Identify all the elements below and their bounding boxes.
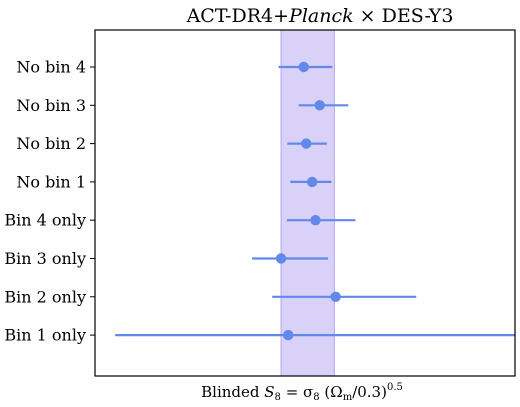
y-tick-label: No bin 3 [16,96,86,115]
y-tick-label: Bin 4 only [4,211,86,230]
data-point [301,138,312,149]
data-point [310,215,321,226]
y-tick-label: Bin 2 only [4,287,86,306]
y-tick-label: No bin 1 [16,172,86,191]
data-point [275,253,287,264]
data-point [306,176,318,188]
data-point [314,100,325,111]
y-tick-label: Bin 3 only [4,249,86,268]
y-tick-label: Bin 1 only [4,326,86,345]
chart-title: ACT-DR4+Planck × DES-Y3 [186,5,454,27]
x-axis-label: Blinded S8 = σ8 (Ωm/0.3)0.5 [201,382,403,403]
data-point [283,329,294,341]
y-tick-label: No bin 4 [16,58,86,77]
reference-band [280,29,335,377]
y-tick-label: No bin 2 [16,134,86,153]
data-point [330,291,341,302]
error-bars [115,61,515,341]
data-point [298,61,309,73]
y-axis-ticks: No bin 4 No bin 3 No bin 2 No bin 1 Bin 4 on… [4,58,95,345]
plot-frame [94,29,516,377]
